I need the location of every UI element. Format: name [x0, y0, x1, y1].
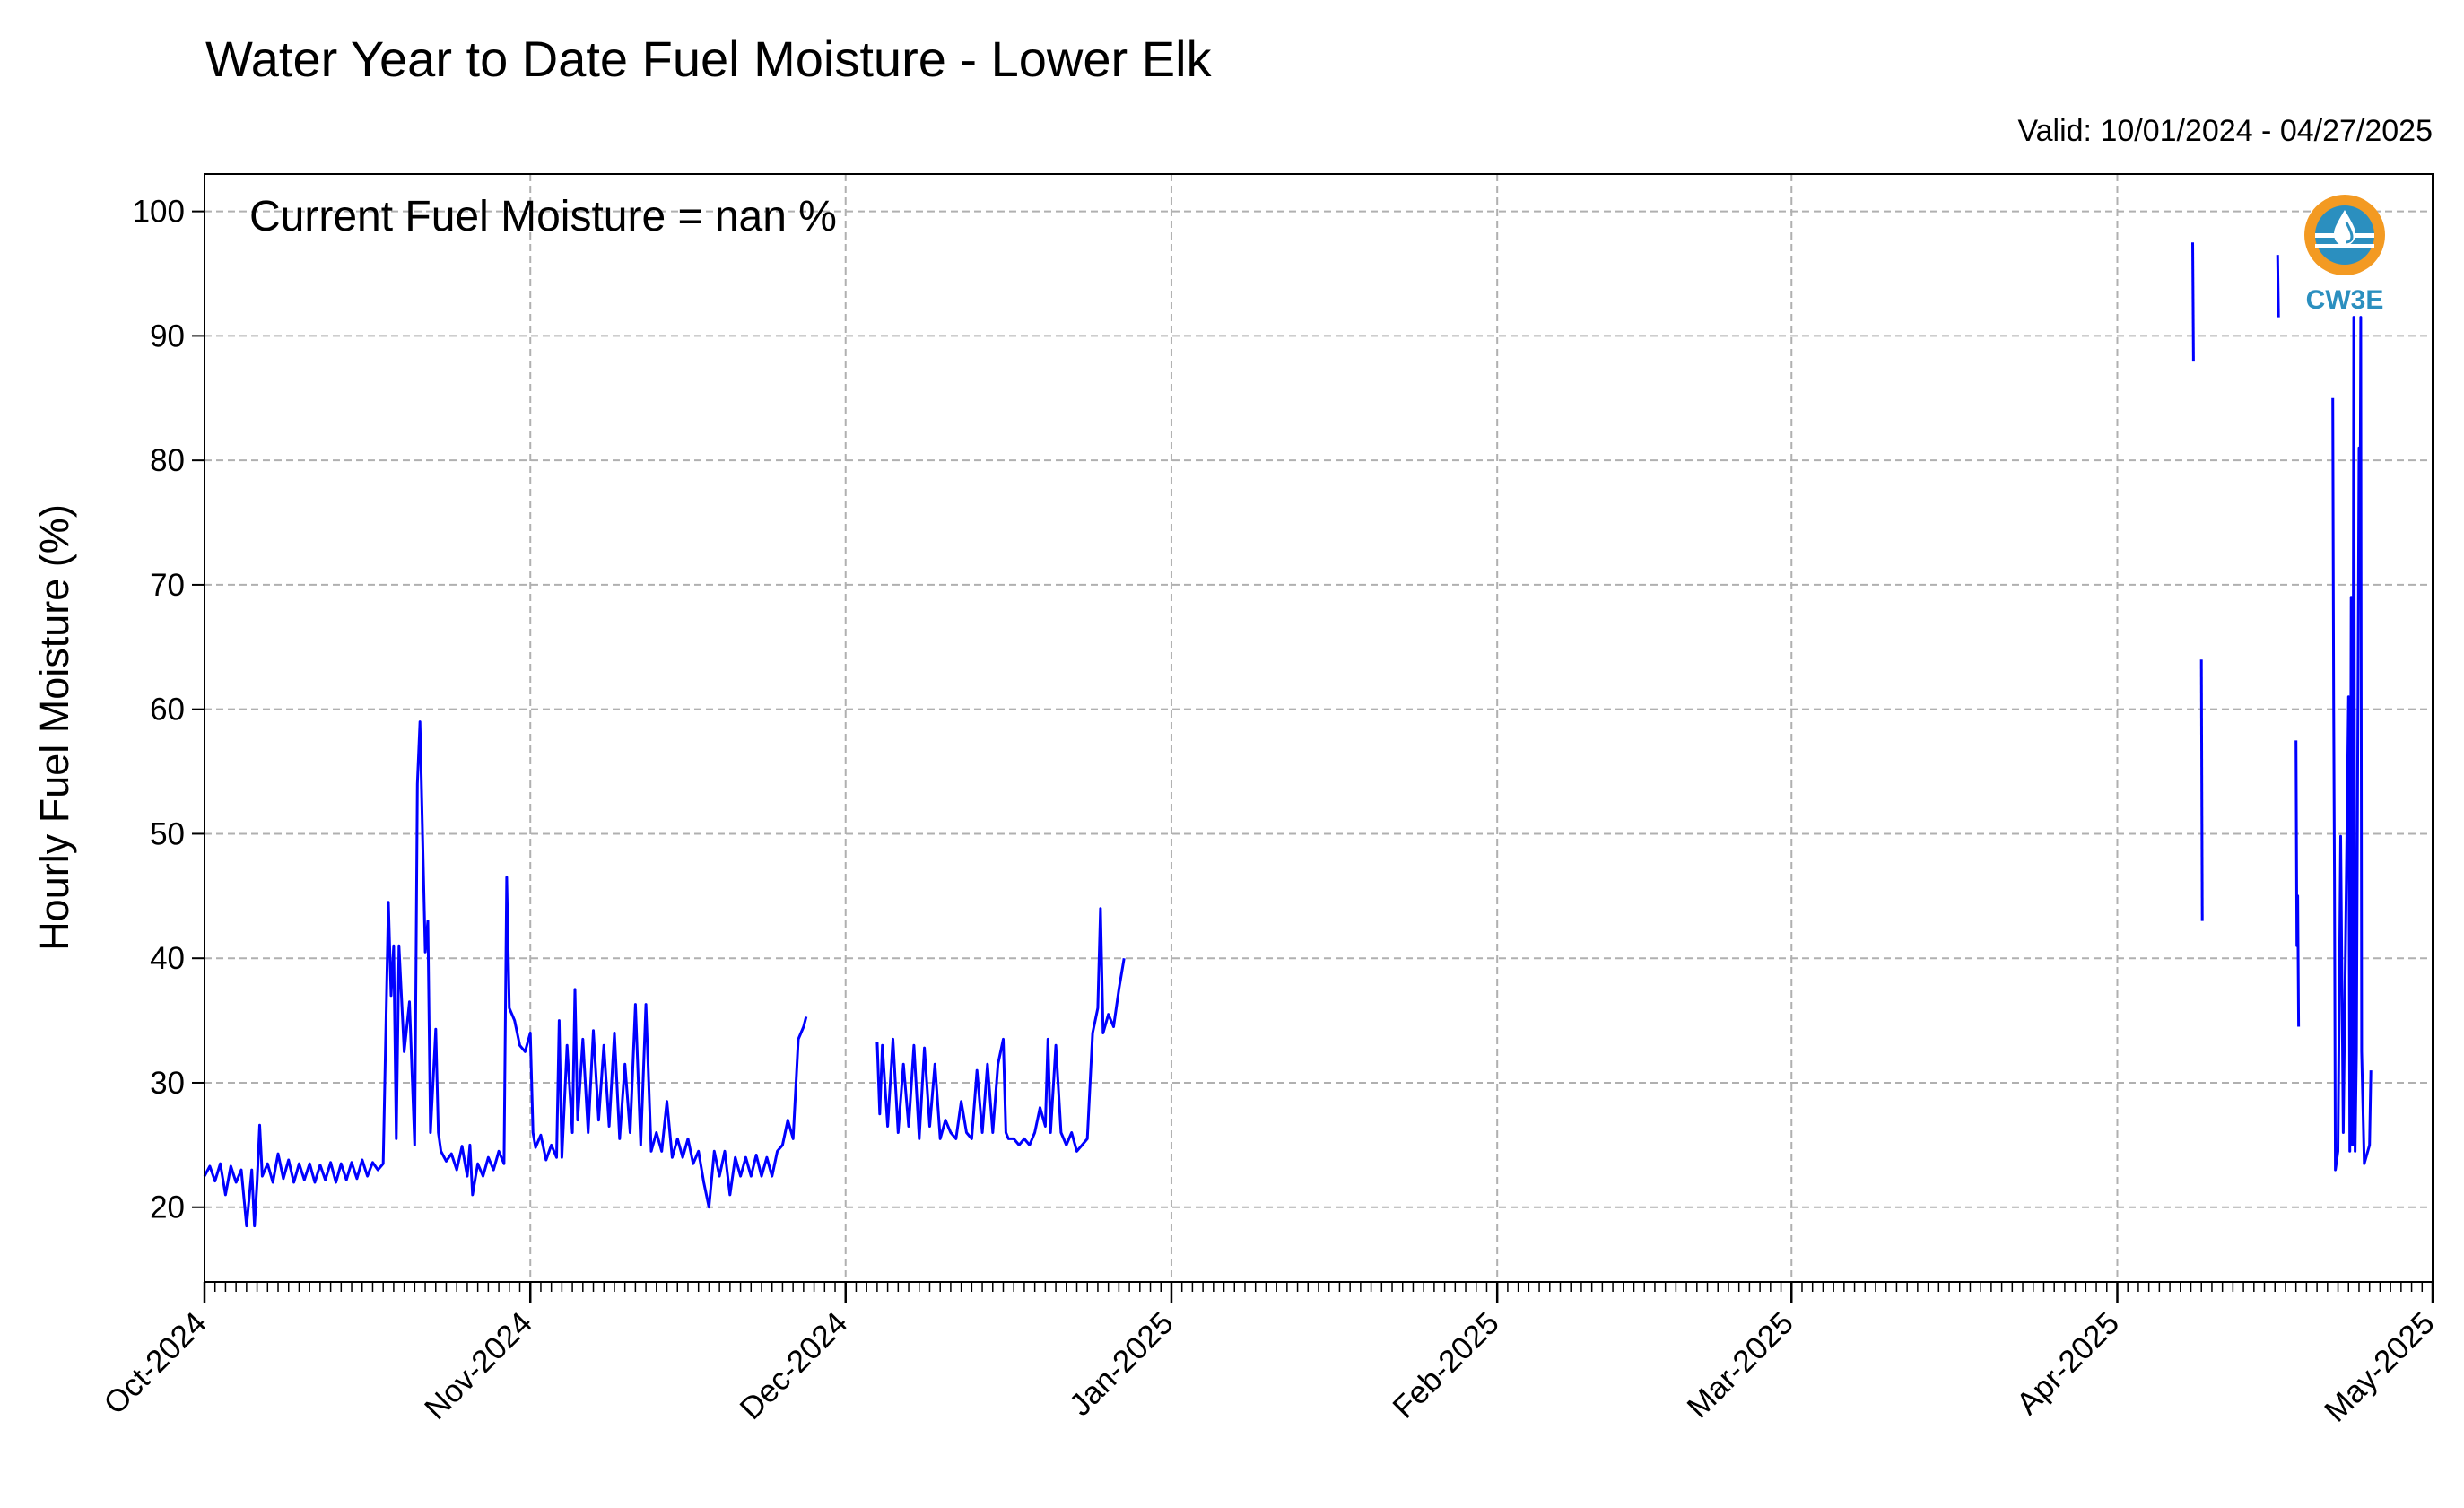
x-tick-label: Jan-2025 — [1063, 1305, 1180, 1423]
y-tick-label: 30 — [150, 1066, 185, 1101]
plot-frame — [204, 173, 2434, 1283]
y-tick-label: 90 — [150, 318, 185, 353]
fuel-moisture-line-segment — [2276, 255, 2280, 318]
current-fuel-moisture-annotation: Current Fuel Moisture = nan % — [249, 193, 837, 240]
x-tick-label: Feb-2025 — [1386, 1305, 1506, 1425]
x-tick-label: Apr-2025 — [2010, 1305, 2126, 1421]
droplet-inner-icon — [2345, 222, 2354, 244]
y-axis: 20 30 40 50 60 70 80 90 100 — [133, 195, 205, 1225]
y-tick-label: 100 — [133, 195, 185, 230]
y-tick-label: 70 — [150, 568, 185, 603]
cw3e-logo: CW3E — [2304, 195, 2385, 315]
x-tick-label: Dec-2024 — [734, 1305, 855, 1426]
fuel-moisture-line-segment — [2191, 242, 2195, 362]
y-tick-label: 20 — [150, 1190, 185, 1225]
logo-text: CW3E — [2306, 285, 2384, 315]
y-tick-label: 80 — [150, 443, 185, 478]
fuel-moisture-line-segment — [203, 720, 808, 1228]
data-line — [203, 242, 2373, 1228]
logo-band-2 — [2315, 244, 2374, 248]
x-tick-label: Nov-2024 — [418, 1305, 539, 1426]
chart-title: Water Year to Date Fuel Moisture - Lower… — [205, 31, 1213, 87]
fuel-moisture-line-segment — [2331, 316, 2373, 1172]
y-tick-label: 40 — [150, 941, 185, 976]
x-axis: Oct-2024 Nov-2024 Dec-2024 Jan-2025 Feb-2025… — [97, 1282, 2442, 1429]
y-tick-label: 60 — [150, 693, 185, 728]
grid-lines — [204, 174, 2434, 1282]
fuel-moisture-line-segment — [2199, 659, 2204, 921]
x-tick-label: Oct-2024 — [97, 1305, 213, 1421]
x-tick-label: May-2025 — [2318, 1305, 2442, 1429]
valid-date-range: Valid: 10/01/2024 - 04/27/2025 — [2017, 114, 2433, 148]
fuel-moisture-line-segment — [875, 907, 1126, 1153]
fuel-moisture-line-segment — [2294, 740, 2301, 1027]
y-axis-label: Hourly Fuel Moisture (%) — [31, 504, 77, 951]
y-tick-label: 50 — [150, 816, 185, 851]
x-tick-label: Mar-2025 — [1680, 1305, 1799, 1425]
droplet-icon — [2334, 210, 2355, 246]
